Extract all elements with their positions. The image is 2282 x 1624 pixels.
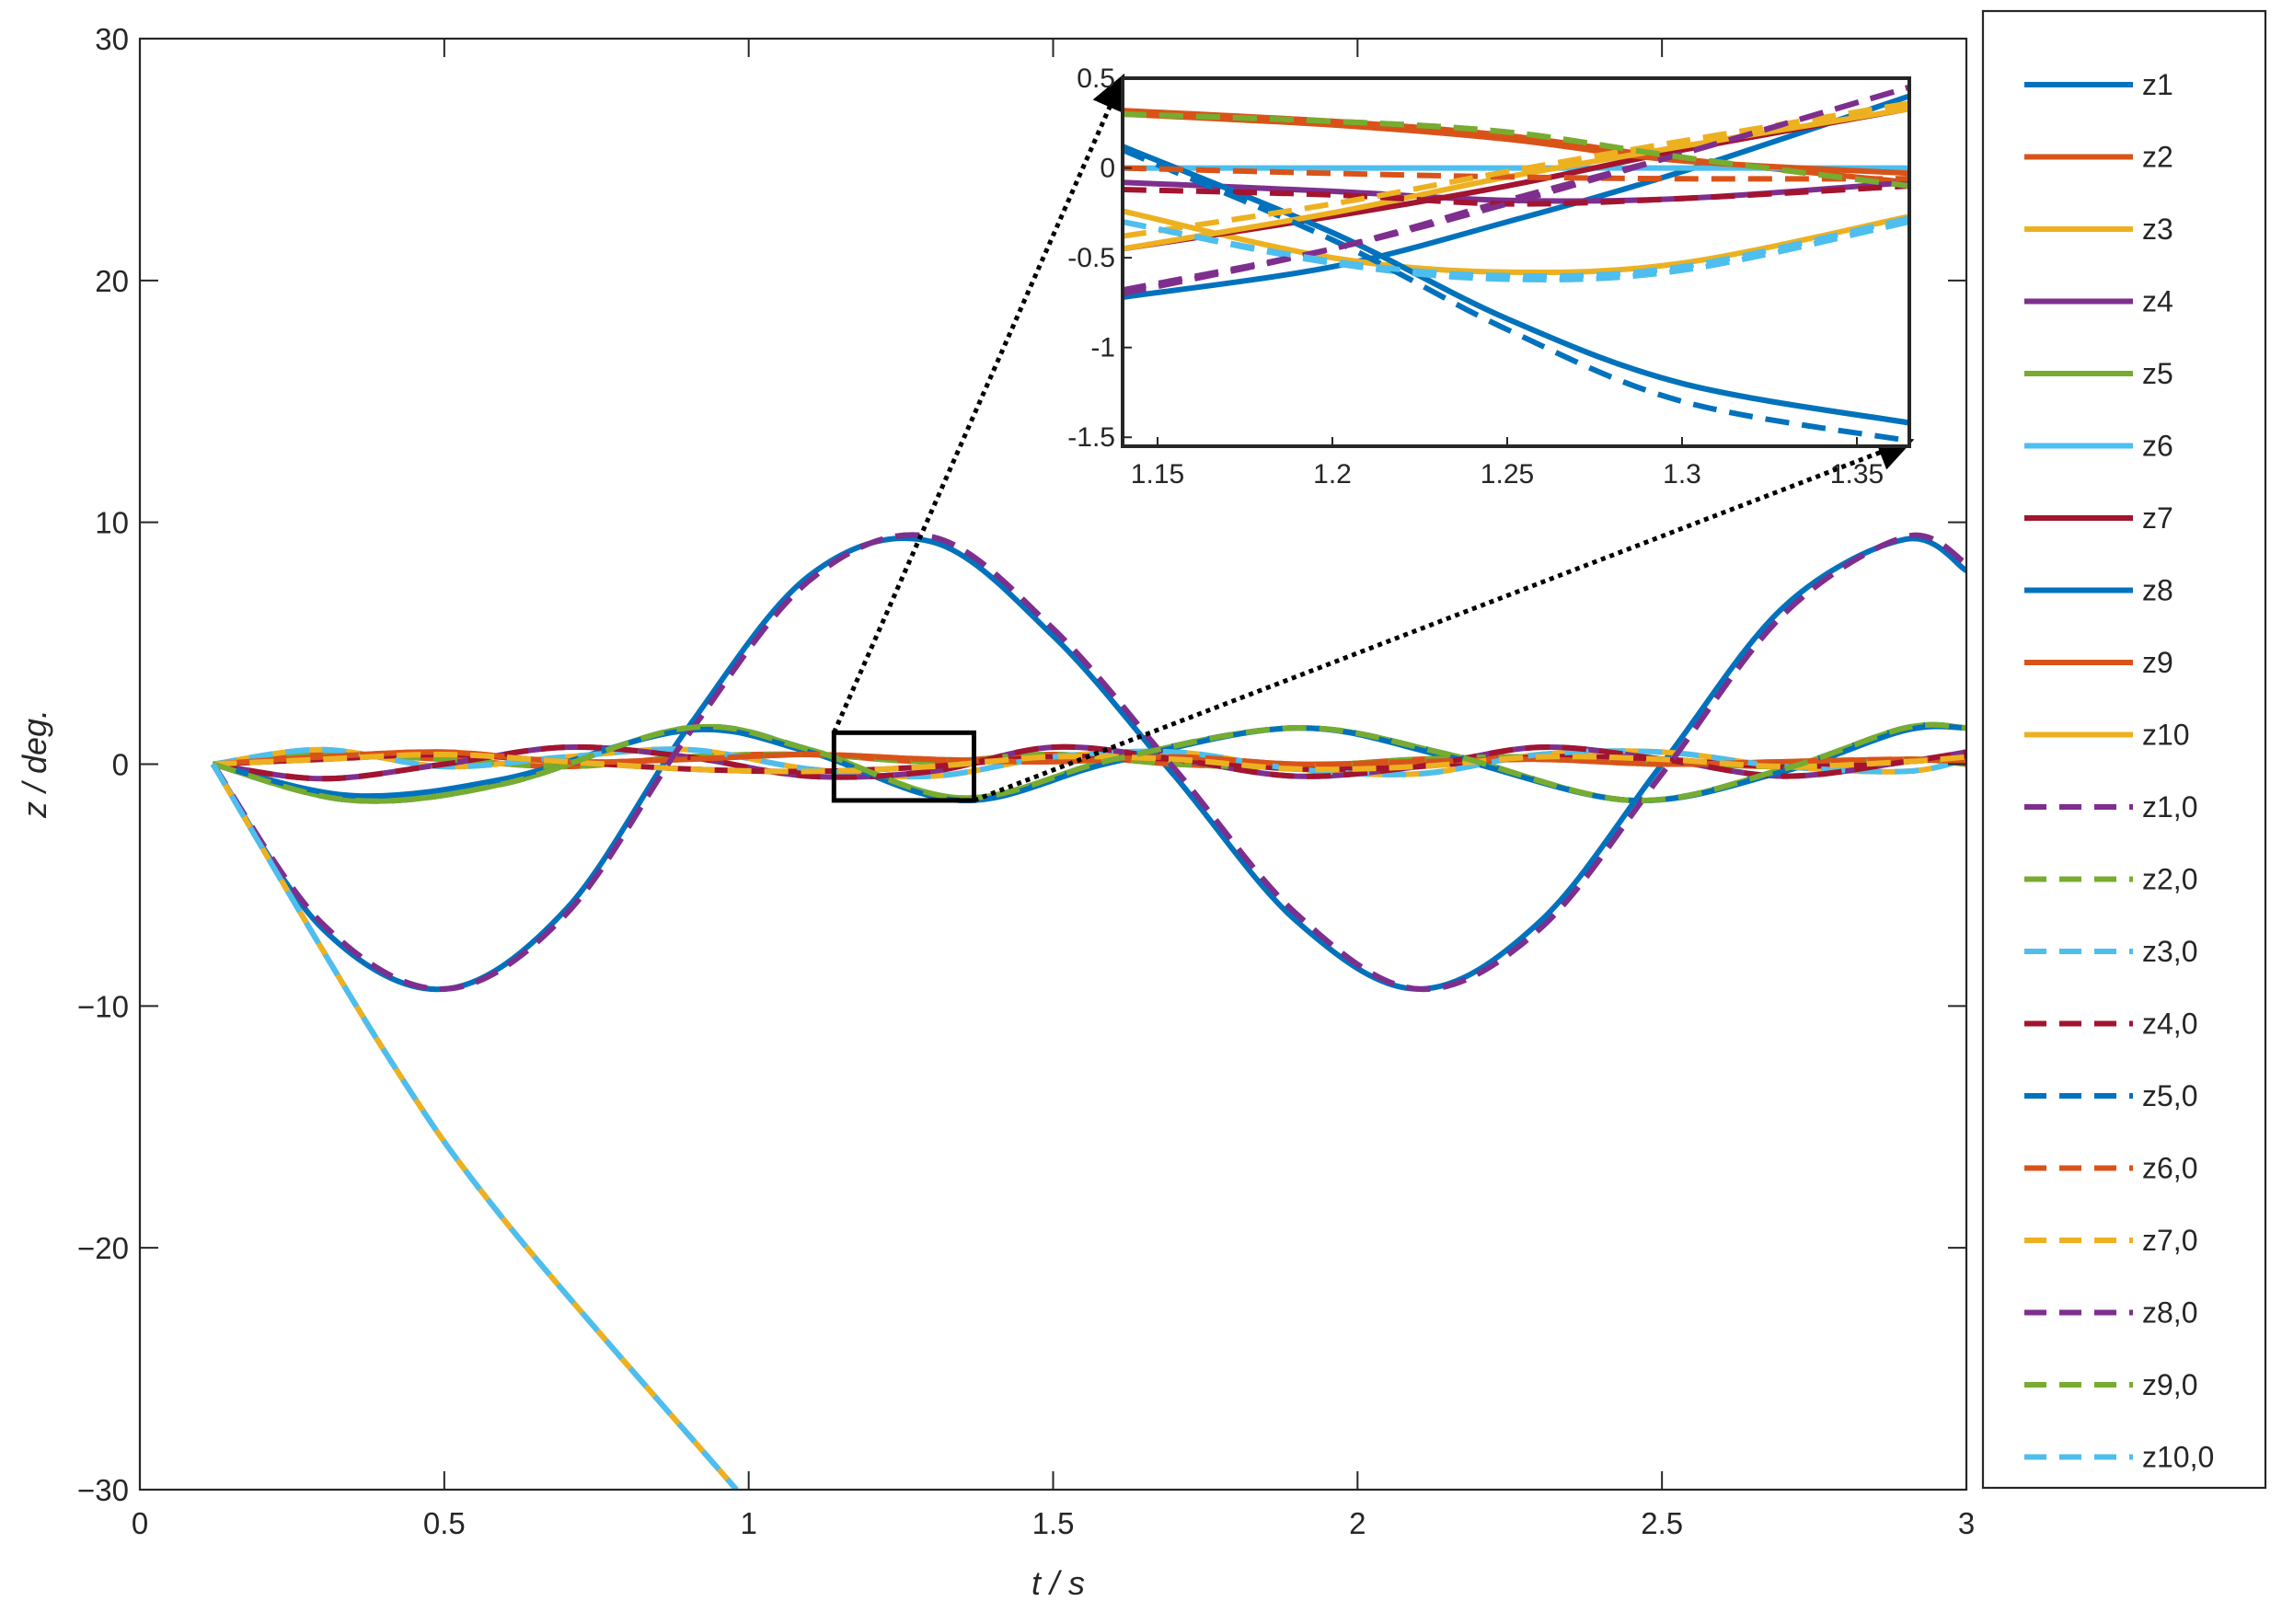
- legend-item-z6-0: z6,0: [2024, 1152, 2197, 1185]
- series-line-z10-0: [210, 762, 739, 1490]
- legend-item-z1: z1: [2024, 68, 2173, 101]
- zoom-annotation: [831, 73, 1915, 803]
- legend-label: z10: [2142, 719, 2190, 752]
- inset-series-line-z4-0: [1123, 183, 1909, 207]
- x-tick-label: 2: [1349, 1506, 1366, 1540]
- legend-label: z1: [2142, 68, 2173, 101]
- legend-label: z7,0: [2142, 1224, 2197, 1257]
- legend-label: z5,0: [2142, 1079, 2197, 1112]
- legend-item-z5-0: z5,0: [2024, 1079, 2197, 1112]
- legend-item-z1-0: z1,0: [2024, 790, 2197, 824]
- x-tick-label: 0: [132, 1506, 148, 1540]
- legend-label: z3,0: [2142, 935, 2197, 968]
- legend-item-z5: z5: [2024, 357, 2173, 390]
- inset-series-line-z8: [1123, 144, 1909, 426]
- legend-label: z6,0: [2142, 1152, 2197, 1185]
- zoom-arrow-top: [832, 73, 1127, 734]
- inset-y-tick-label: -0.5: [1067, 243, 1115, 273]
- inset-x-tick-label: 1.3: [1663, 459, 1701, 490]
- x-tick-label: 3: [1958, 1506, 1975, 1540]
- legend-item-z6: z6: [2024, 430, 2173, 463]
- x-axis-label: t / s: [1032, 1564, 1085, 1602]
- legend-label: z2: [2142, 141, 2173, 174]
- inset-series-line-z5-0: [1123, 147, 1909, 444]
- legend-item-z2-0: z2,0: [2024, 863, 2197, 896]
- legend-label: z9: [2142, 646, 2173, 679]
- legend-label: z4: [2142, 285, 2173, 318]
- inset-series-line-z9-0: [1123, 111, 1909, 190]
- series-line-z7-0: [213, 751, 1966, 775]
- inset-series-line-z8-0: [1123, 84, 1909, 294]
- main-ytick-group: −30 −20 −10 0 10 20 30: [77, 22, 1966, 1507]
- series-line-z9-0: [212, 721, 1966, 804]
- legend-label: z10,0: [2142, 1441, 2214, 1474]
- legend-label: z7: [2142, 501, 2173, 535]
- inset-y-tick-label: 0: [1100, 154, 1115, 184]
- y-axis-label: z / deg.: [16, 709, 53, 819]
- legend-item-z4-0: z4,0: [2024, 1008, 2197, 1041]
- legend-label: z2,0: [2142, 863, 2197, 896]
- zoom-box: [831, 730, 976, 803]
- inset-x-tick-label: 1.35: [1830, 459, 1884, 490]
- y-tick-label: 30: [95, 22, 129, 56]
- legend-label: z8: [2142, 574, 2173, 607]
- x-tick-label: 1: [740, 1506, 756, 1540]
- y-tick-label: 10: [95, 506, 129, 540]
- legend-item-z10: z10: [2024, 719, 2190, 752]
- legend-item-z7: z7: [2024, 501, 2173, 535]
- legend: z1 z2 z3 z4 z5 z6 z7 z8 z9 z10 z1,0 z2,0 z3,0 z4,0 z5,…: [1981, 9, 2267, 1490]
- inset-y-tick-label: -1: [1090, 333, 1115, 363]
- legend-label: z9,0: [2142, 1368, 2197, 1401]
- inset-y-tick-label: 0.5: [1077, 63, 1115, 94]
- legend-item-z8-0: z8,0: [2024, 1296, 2197, 1330]
- legend-item-z3-0: z3,0: [2024, 935, 2197, 968]
- legend-label: z6: [2142, 430, 2173, 463]
- inset-xtick-group: 1.15 1.2 1.25 1.3 1.35: [1131, 437, 1884, 490]
- legend-item-z7-0: z7,0: [2024, 1224, 2197, 1257]
- main-xtick-group: 0 0.5 1 1.5 2 2.5 3: [132, 39, 1975, 1540]
- inset-axes-frame: [1121, 76, 1911, 448]
- legend-label: z8,0: [2142, 1296, 2197, 1330]
- legend-item-z2: z2: [2024, 141, 2173, 174]
- inset-ytick-group: -1.5 -1 -0.5 0 0.5: [1067, 63, 1132, 453]
- legend-label: z3: [2142, 213, 2173, 246]
- legend-label: z5: [2142, 357, 2173, 390]
- legend-label: z4,0: [2142, 1008, 2197, 1041]
- y-tick-label: 0: [112, 748, 129, 782]
- zoom-arrow-bottom: [973, 435, 1915, 803]
- legend-box: [1981, 9, 2267, 1490]
- inset-axes: 1.15 1.2 1.25 1.3 1.35 -1.5 -1 -0.5 0 0.5: [1067, 63, 1911, 490]
- inset-x-tick-label: 1.2: [1313, 459, 1352, 490]
- legend-item-z8: z8: [2024, 574, 2173, 607]
- legend-item-z4: z4: [2024, 285, 2173, 318]
- inset-series-line-z3: [1123, 208, 1909, 276]
- inset-series-line-z7-0: [1123, 100, 1909, 239]
- y-tick-label: −30: [77, 1473, 129, 1507]
- legend-item-z3: z3: [2024, 213, 2173, 246]
- x-tick-label: 1.5: [1032, 1506, 1075, 1540]
- y-tick-label: 20: [95, 264, 129, 298]
- inset-x-tick-label: 1.25: [1481, 459, 1534, 490]
- legend-label: z1,0: [2142, 790, 2197, 824]
- inset-series-line-z1: [1123, 93, 1909, 300]
- legend-items: z1 z2 z3 z4 z5 z6 z7 z8 z9 z10 z1,0 z2,0 z3,0 z4,0 z5,…: [2024, 68, 2214, 1474]
- x-tick-label: 0.5: [423, 1506, 466, 1540]
- series-line-z1: [210, 536, 1966, 993]
- inset-y-tick-label: -1.5: [1067, 422, 1115, 453]
- y-tick-label: −10: [77, 989, 129, 1023]
- inset-series-line-z6-0: [1123, 165, 1909, 182]
- inset-series-line-z10-0: [1123, 215, 1909, 279]
- x-tick-label: 2.5: [1641, 1506, 1683, 1540]
- legend-item-z10-0: z10,0: [2024, 1441, 2214, 1474]
- legend-item-z9-0: z9,0: [2024, 1368, 2197, 1401]
- inset-series-group: [1123, 84, 1909, 444]
- legend-item-z9: z9: [2024, 646, 2173, 679]
- y-tick-label: −20: [77, 1231, 129, 1265]
- inset-x-tick-label: 1.15: [1131, 459, 1184, 490]
